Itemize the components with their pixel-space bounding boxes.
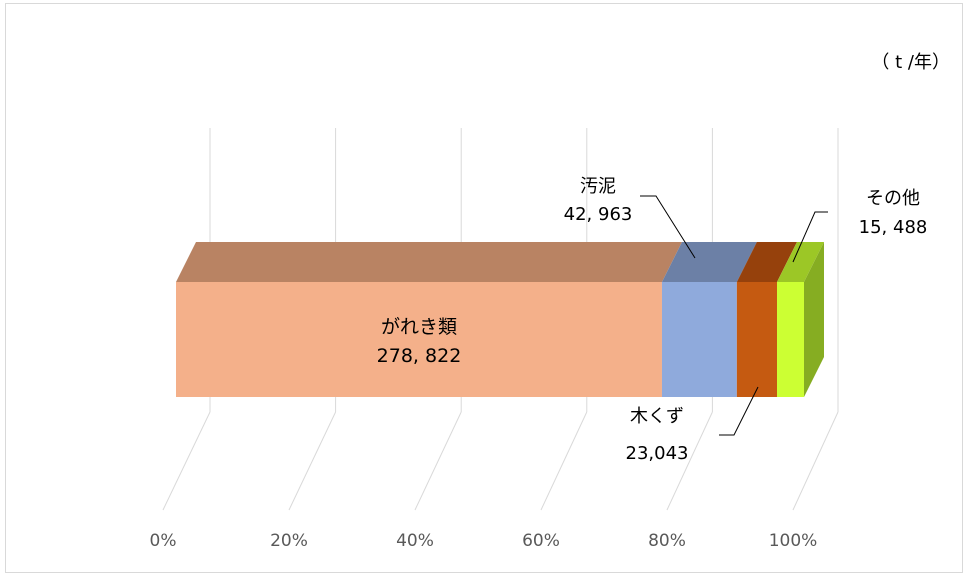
unit-label: （ t /年）: [871, 52, 950, 73]
x-tick-label: 0%: [150, 531, 177, 551]
leader-lines: [640, 195, 828, 436]
leader-line: [792, 211, 828, 263]
bar-front-0: [176, 282, 662, 397]
bar-top-2: [736, 242, 798, 282]
gridline-floor: [792, 411, 839, 511]
data-label-name: その他: [866, 188, 920, 209]
bar-segments: [176, 242, 824, 397]
data-label-value: 23,043: [626, 443, 689, 464]
gridline-floor: [414, 411, 462, 511]
data-label-name: 汚泥: [580, 176, 616, 197]
x-tick-label: 100%: [769, 531, 818, 551]
x-tick-label: 60%: [522, 531, 560, 551]
data-label-value: 15, 488: [859, 217, 928, 238]
data-label-value: 42, 963: [564, 204, 633, 225]
gridline-floor: [288, 411, 337, 511]
bar-side-3: [804, 242, 824, 397]
bar-front-1: [661, 282, 737, 397]
bar-top-0: [176, 242, 682, 282]
data-label-name: 木くず: [630, 406, 684, 427]
data-labels: がれき類 278, 822 汚泥 42, 963 木くず 23,043 その他 15, 488: [377, 176, 928, 464]
x-tick-label: 80%: [648, 531, 686, 551]
x-tick-labels: 0% 20% 40% 60% 80% 100%: [150, 531, 818, 551]
gridline-floor: [162, 411, 211, 511]
gridline-floor: [666, 411, 713, 511]
bar-front-2: [736, 282, 778, 397]
data-label-name: がれき類: [381, 316, 457, 338]
leader-line: [719, 386, 759, 436]
bar-top-3: [777, 242, 824, 282]
gridline-floor: [540, 411, 588, 511]
bar-top-1: [661, 242, 757, 282]
bar-front-3: [777, 282, 804, 397]
x-tick-label: 20%: [270, 531, 308, 551]
x-tick-label: 40%: [396, 531, 434, 551]
data-label-value: 278, 822: [377, 345, 462, 367]
leader-line: [640, 195, 696, 259]
